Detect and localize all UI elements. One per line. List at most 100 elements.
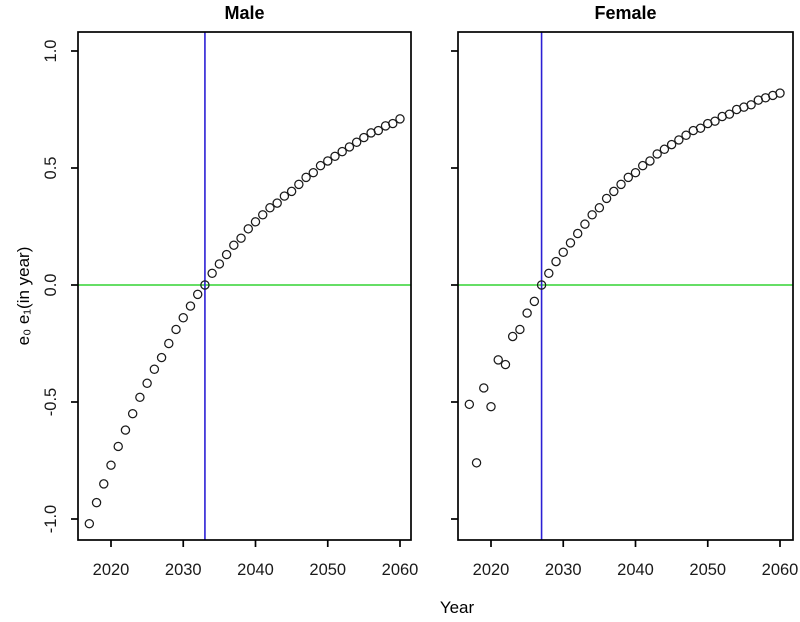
data-point (294, 179, 304, 190)
x-tick-label: 2030 (165, 561, 202, 579)
data-point (229, 240, 239, 250)
data-point (301, 172, 311, 183)
data-point (99, 479, 109, 489)
data-point (507, 331, 518, 342)
data-point (710, 116, 720, 126)
data-point (652, 149, 662, 159)
data-point (724, 109, 735, 119)
data-point (515, 324, 525, 335)
data-point (464, 399, 475, 410)
data-point (666, 139, 677, 150)
data-point (142, 378, 152, 389)
data-point (565, 238, 576, 248)
panel-title-female: Female (594, 3, 657, 23)
data-point (572, 228, 583, 239)
data-point (272, 198, 282, 208)
data-point (200, 280, 210, 290)
data-point (493, 355, 503, 365)
data-point (120, 425, 131, 435)
y-tick-label: 0.0 (42, 274, 60, 297)
x-tick-label: 2020 (93, 561, 130, 579)
data-point (344, 142, 355, 152)
data-point (594, 203, 605, 213)
data-point (536, 280, 547, 290)
data-point (558, 247, 568, 257)
data-point (214, 259, 225, 269)
data-point (544, 268, 554, 279)
panel-border (77, 31, 412, 541)
data-point (221, 249, 232, 260)
data-point (185, 301, 196, 311)
data-point (471, 458, 482, 468)
data-point (156, 352, 167, 363)
y-tick-label: -0.5 (42, 388, 60, 416)
y-axis-label: e₀ e₁(in year) (14, 246, 33, 346)
data-point (659, 144, 670, 155)
data-point (623, 172, 634, 183)
x-axis-label: Year (439, 598, 475, 617)
data-point (645, 156, 655, 166)
panel-border (457, 31, 794, 541)
data-point (551, 256, 561, 267)
data-point (84, 518, 95, 529)
data-point (279, 191, 290, 201)
data-point (113, 441, 123, 452)
data-point (746, 100, 756, 110)
data-point (580, 219, 590, 229)
data-point (337, 146, 347, 157)
y-tick-label: 1.0 (42, 40, 60, 63)
data-point (695, 123, 706, 133)
y-tick-label: 0.5 (42, 157, 60, 180)
data-point (500, 359, 511, 370)
data-point (192, 289, 203, 300)
x-tick-label: 2050 (309, 561, 346, 579)
data-point (171, 324, 181, 335)
data-point (286, 186, 297, 197)
data-point (91, 497, 102, 508)
x-tick-label: 2050 (689, 561, 726, 579)
data-point (135, 392, 145, 403)
data-point (308, 167, 319, 178)
data-point (486, 401, 496, 412)
data-point (149, 364, 160, 374)
data-point (250, 217, 261, 227)
data-point (395, 114, 405, 124)
x-tick-label: 2040 (237, 561, 274, 579)
data-point (207, 268, 217, 279)
x-tick-label: 2040 (617, 561, 654, 579)
x-tick-label: 2060 (762, 561, 799, 579)
data-point (616, 179, 626, 190)
data-point (681, 130, 691, 140)
panel-title-male: Male (224, 3, 265, 23)
data-point (388, 118, 398, 129)
data-point (164, 338, 174, 349)
data-point (522, 308, 532, 318)
data-point (315, 160, 326, 171)
data-point (359, 132, 369, 143)
data-point (609, 186, 619, 197)
data-point (330, 151, 340, 162)
data-point (258, 210, 268, 220)
data-point (243, 224, 253, 234)
x-tick-label: 2030 (545, 561, 582, 579)
data-point (265, 203, 275, 213)
data-point (529, 296, 540, 307)
data-point (587, 210, 597, 220)
data-point (775, 88, 785, 98)
data-point (630, 167, 641, 178)
y-tick-label: -1.0 (42, 505, 60, 533)
data-point (127, 408, 138, 419)
x-tick-label: 2020 (473, 561, 510, 579)
x-tick-label: 2060 (382, 561, 419, 579)
data-point (178, 313, 188, 323)
data-point (479, 383, 489, 393)
data-point (236, 233, 246, 243)
data-point (106, 460, 116, 470)
data-point (351, 137, 362, 147)
data-point (674, 135, 684, 145)
data-point (638, 160, 648, 171)
data-point (323, 156, 333, 166)
data-point (373, 125, 384, 136)
